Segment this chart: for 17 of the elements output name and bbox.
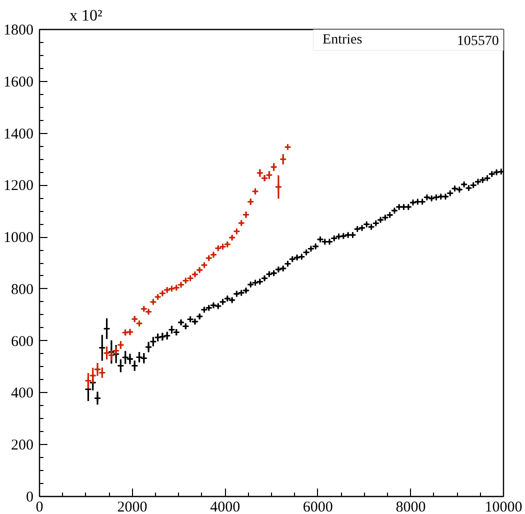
y-tick-label: 1600 [4, 74, 34, 90]
y-tick-label: 1000 [4, 230, 34, 246]
text: Entries 105570 [322, 32, 499, 50]
y-tick-label: 400 [11, 386, 34, 402]
y-tick-label: 1200 [4, 178, 34, 194]
x-tick-label: 2000 [117, 500, 148, 514]
y-tick-label: 600 [11, 334, 34, 350]
x-tick-label: 0 [36, 500, 44, 514]
y-tick-label: 200 [11, 438, 34, 454]
y-tick-label: 1800 [4, 22, 34, 38]
x-tick-label: 8000 [396, 500, 426, 514]
x-tick-label: 6000 [302, 500, 333, 514]
y-axis-title: x 10² [70, 8, 102, 24]
x-tick-label: 4000 [210, 500, 240, 514]
y-tick-label: 800 [11, 282, 34, 298]
x-tick-label: 10000 [484, 500, 522, 514]
y-tick-label: 1400 [4, 126, 34, 142]
